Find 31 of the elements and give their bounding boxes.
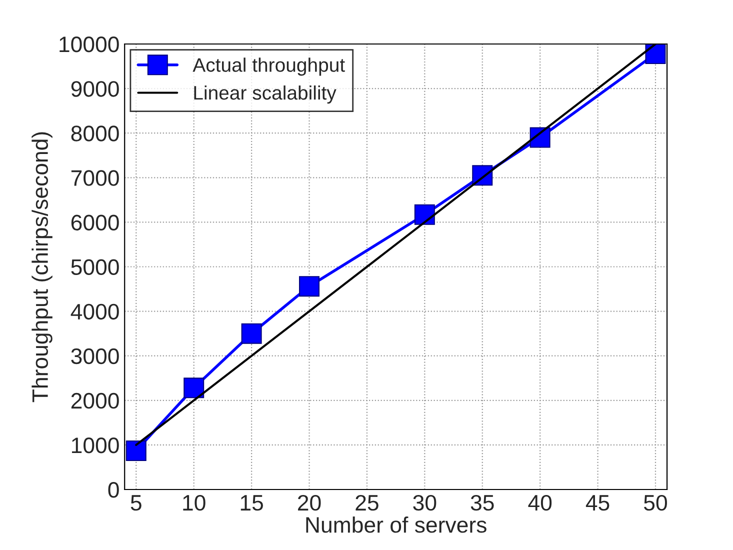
y-tick-label: 10000 (60, 36, 119, 52)
legend-label: Linear scalability (194, 85, 336, 104)
x-tick-label: 45 (586, 495, 610, 511)
x-tick-label: 50 (644, 494, 667, 511)
x-tick-label: 10 (183, 494, 206, 511)
x-tick-label: 35 (470, 494, 494, 511)
point (645, 44, 666, 64)
x-tick-label: 5 (130, 495, 142, 511)
y-tick-label: 5000 (71, 259, 119, 276)
x-tick-label: 40 (528, 494, 552, 511)
point (126, 440, 146, 461)
y-tick-label: 6000 (71, 214, 119, 230)
x-axis-title: Number of servers (306, 516, 486, 533)
point (184, 378, 204, 398)
x-tick-label: 15 (240, 495, 263, 511)
legend-label: Actual throughput (192, 58, 345, 76)
point (299, 276, 320, 297)
y-axis-title: Throughput (chirps/second) (32, 132, 52, 402)
y-tick-label: 8000 (71, 126, 119, 142)
x-tick-label: 20 (298, 494, 321, 511)
point (241, 323, 262, 344)
y-tick-label: 7000 (71, 170, 119, 186)
y-tick-label: 9000 (71, 81, 119, 97)
x-tick-label: 30 (413, 494, 436, 511)
y-tick-label: 3000 (71, 348, 119, 364)
y-tick-label: 4000 (70, 304, 119, 320)
x-tick-label: 25 (356, 494, 378, 511)
y-tick-label: 2000 (71, 392, 119, 409)
point (414, 204, 435, 225)
y-tick-label: 1000 (72, 437, 119, 454)
y-tick-label: 0 (108, 482, 119, 498)
